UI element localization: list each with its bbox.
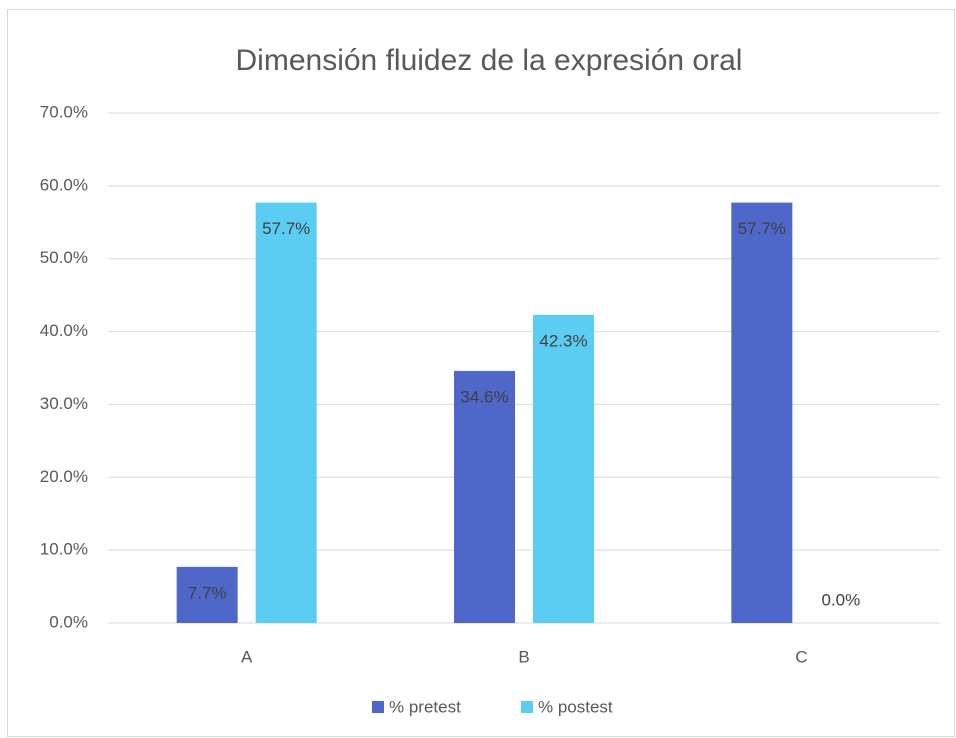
x-tick-label: B (518, 647, 529, 666)
bar (454, 370, 515, 623)
data-label: 7.7% (188, 583, 227, 602)
bar (731, 202, 793, 623)
legend-label: % postest (538, 697, 613, 716)
bar (255, 202, 317, 623)
y-tick-label: 30.0% (40, 394, 88, 413)
y-tick-label: 60.0% (40, 175, 88, 194)
y-tick-label: 40.0% (40, 321, 88, 340)
bar (176, 566, 238, 623)
chart-title: Dimensión fluidez de la expresión oral (236, 44, 743, 77)
y-tick-label: 10.0% (40, 540, 88, 559)
x-tick-label: C (795, 647, 807, 666)
data-label: 57.7% (262, 219, 310, 238)
legend-swatch (372, 701, 384, 713)
y-tick-label: 50.0% (40, 248, 88, 267)
y-tick-label: 70.0% (40, 102, 88, 121)
y-tick-label: 0.0% (49, 612, 88, 631)
x-tick-label: A (241, 647, 253, 666)
y-tick-label: 20.0% (40, 467, 88, 486)
data-label: 57.7% (738, 219, 786, 238)
legend-label: % pretest (389, 697, 461, 716)
data-label: 34.6% (460, 387, 508, 406)
legend-swatch (521, 701, 533, 713)
data-label: 42.3% (539, 331, 587, 350)
bar (533, 314, 594, 623)
data-label: 0.0% (821, 590, 860, 609)
